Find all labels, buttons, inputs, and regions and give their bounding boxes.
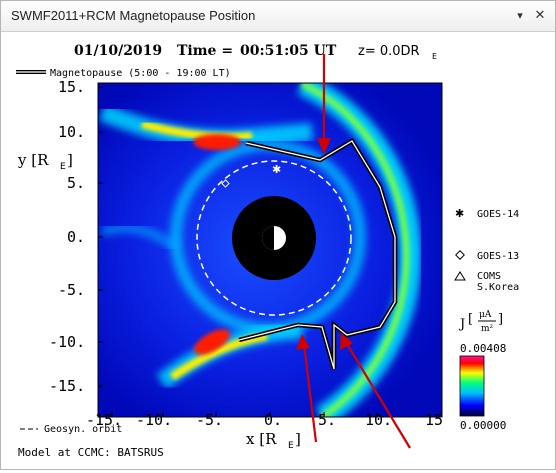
header-z-sub: E [432,52,437,61]
colorbar-bracket-open: [ [468,312,473,327]
colorbar-max: 0.00408 [460,342,506,355]
geosync-orbit [196,160,352,316]
coms-legend-icon [454,271,466,281]
upper-arm-yellow [140,120,253,142]
header-time-label: Time = [177,43,233,59]
earth-night-side [262,226,274,250]
ytick-label: -15. [49,377,85,395]
plot-area: ✱ [98,83,442,417]
xtick-label: 5. [318,411,336,429]
arrow-bottom-left-head [296,334,310,350]
outer-current-core [300,83,410,417]
y-axis: 15. 10. 5. 0. -5. -10. -15. [49,78,103,395]
header-time: 00:51:05 UT [240,43,337,59]
y-axis-label: y [R [17,151,49,169]
magnetopause-legend-label: Magnetopause (5:00 - 19:00 LT) [50,68,231,79]
annotation-arrows [296,54,411,449]
goes14-legend-icon: ✱ [455,207,464,220]
arrow-top-head [317,138,331,154]
window-title: SWMF2011+RCM Magnetopause Position [11,8,256,23]
colorbar-unit-den: m² [481,324,494,334]
y-axis-label-sub: E [60,162,66,172]
goes13-legend-icon [455,250,465,260]
goes13-legend-label: GOES-13 [477,251,519,262]
geosync-legend-label: Geosyn. orbit [44,424,122,435]
ytick-label: -5. [58,281,85,299]
goes14-legend-label: GOES-14 [477,209,519,220]
header-z: z= 0.0DR [358,44,420,59]
left-current-feature [100,222,180,252]
magnetopause-figure: 01/10/2019 Time = 00:51:05 UT z= 0.0DR E… [2,32,555,469]
upper-hotspot [193,134,241,150]
x-axis-label-sub: E [288,441,294,451]
ytick-label: 0. [67,228,85,246]
colorbar-label: J [458,317,465,332]
colorbar [459,355,485,417]
ytick-label: -10. [49,333,85,351]
x-axis-label: x [R [246,430,277,448]
xtick-label: -10. [136,411,172,429]
coms-legend-label-2: S.Korea [477,282,519,293]
goes14-marker-icon: ✱ [272,163,281,176]
lower-hotspot [194,329,230,355]
ytick-label: 10. [58,123,85,141]
x-axis: -15. -10. -5. 0. 5. 10. 15 [86,411,443,429]
magnetopause-boundary-inner [238,140,396,370]
figure-svg: 01/10/2019 Time = 00:51:05 UT z= 0.0DR E… [16,43,519,459]
colorbar-bracket-close: ] [498,312,503,327]
arrow-bottom-right [346,343,411,449]
xtick-label: -5. [196,411,223,429]
lower-arm-yellow [169,332,268,381]
xtick-label: 0. [264,411,282,429]
goes13-marker-icon [221,179,230,188]
coms-legend-label: COMS [477,271,501,282]
close-icon[interactable]: ✕ [534,8,546,23]
colorbar-min: 0.00000 [460,419,506,432]
xtick-label: -15. [86,411,122,429]
arrow-bottom-right-head [340,333,353,350]
colorbar-unit-num: μA [479,310,492,320]
arrow-bottom-left [302,343,318,443]
header-date: 01/10/2019 [74,43,162,59]
ytick-label: 5. [67,174,85,192]
xtick-label: 10. [365,411,392,429]
x-axis-label-close: ] [295,430,301,448]
model-credit: Model at CCMC: BATSRUS [18,446,164,459]
minimize-icon[interactable]: ▾ [517,9,523,22]
title-bar: SWMF2011+RCM Magnetopause Position ▾ ✕ [1,1,555,32]
y-axis-label-close: ] [67,151,73,169]
ytick-label: 15. [58,78,85,96]
xtick-label: 15 [425,411,443,429]
